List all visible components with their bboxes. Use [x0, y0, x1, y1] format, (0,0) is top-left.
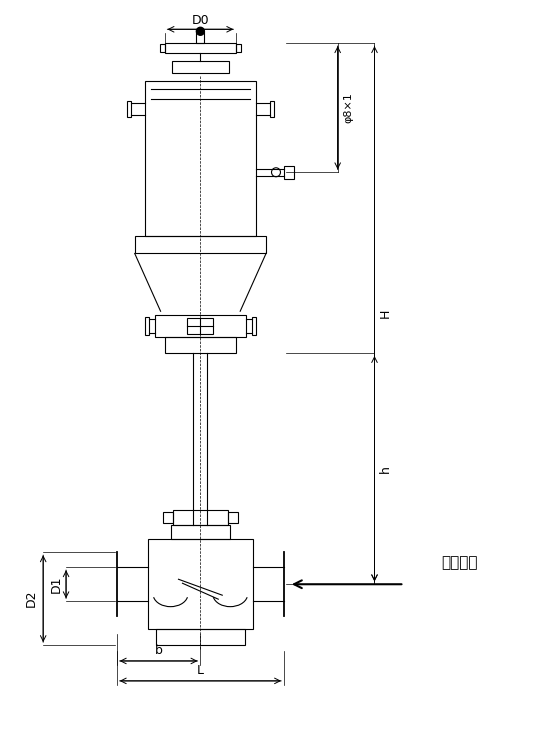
Bar [270, 101, 274, 117]
Text: 介质流向: 介质流向 [441, 555, 477, 570]
Bar [228, 512, 238, 523]
Bar [170, 525, 230, 539]
Bar [127, 101, 131, 117]
Bar [236, 45, 241, 52]
Bar [187, 318, 213, 334]
Bar [145, 81, 256, 236]
Text: h: h [379, 465, 392, 472]
Bar [134, 236, 266, 253]
Bar [284, 166, 294, 178]
Bar [163, 512, 172, 523]
Text: D1: D1 [50, 575, 63, 593]
Text: L: L [197, 665, 204, 677]
Bar [156, 629, 245, 645]
Bar [252, 318, 256, 335]
Bar [165, 43, 236, 53]
Text: φ8×1: φ8×1 [344, 92, 354, 123]
Bar [171, 61, 229, 73]
Text: D0: D0 [192, 14, 209, 26]
Bar [148, 539, 252, 629]
Text: b: b [155, 645, 163, 658]
Bar [155, 315, 246, 337]
Text: H: H [379, 309, 392, 318]
Bar [145, 318, 149, 335]
Circle shape [196, 27, 204, 36]
Bar [172, 510, 228, 525]
Bar [196, 31, 204, 43]
Text: D2: D2 [25, 590, 37, 607]
Bar [165, 337, 236, 353]
Bar [160, 45, 165, 52]
